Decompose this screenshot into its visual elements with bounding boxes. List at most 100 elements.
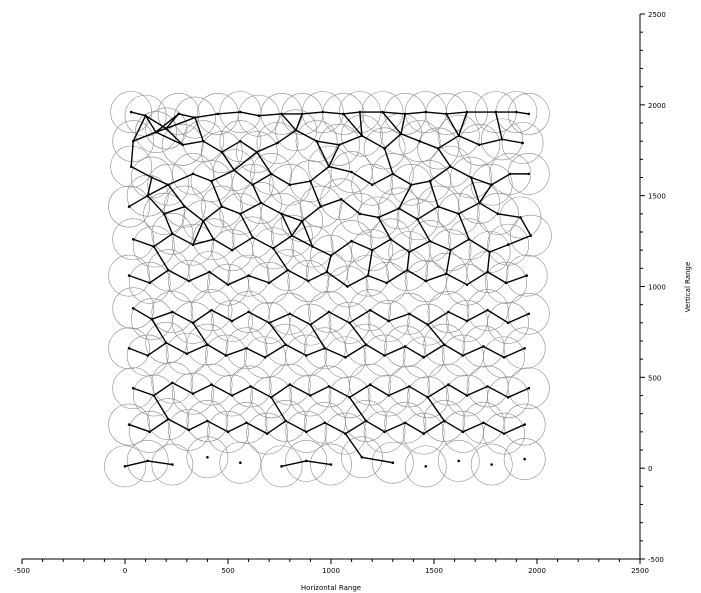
node-point xyxy=(504,281,508,285)
node-point xyxy=(288,383,292,386)
node-point xyxy=(245,346,248,350)
node-link xyxy=(291,220,303,237)
node-range-circle xyxy=(248,261,291,304)
node-link xyxy=(423,344,445,358)
node-link xyxy=(345,344,367,358)
node-point xyxy=(201,219,205,223)
node-point xyxy=(416,217,419,221)
node-link xyxy=(287,269,309,282)
node-point xyxy=(171,381,174,385)
node-link xyxy=(390,238,410,253)
node-link xyxy=(264,344,287,358)
node-range-circle xyxy=(489,152,532,195)
node-point xyxy=(259,201,263,205)
node-point xyxy=(506,396,510,399)
node-range-circle xyxy=(108,403,151,446)
node-range-circle xyxy=(324,336,367,379)
node-link xyxy=(340,198,361,215)
node-link xyxy=(429,180,439,207)
node-point xyxy=(276,141,279,145)
node-range-circle xyxy=(295,120,338,163)
node-link xyxy=(388,313,410,322)
node-point xyxy=(364,419,368,423)
node-point xyxy=(506,321,510,325)
node-link xyxy=(427,311,449,326)
node-link xyxy=(167,173,194,186)
node-range-circle xyxy=(291,225,334,268)
node-range-circle xyxy=(458,182,501,224)
node-point xyxy=(399,132,403,136)
node-point xyxy=(519,216,522,219)
node-link xyxy=(295,113,303,131)
node-link xyxy=(207,420,229,433)
node-point xyxy=(206,419,209,423)
node-link xyxy=(167,269,190,282)
node-range-circle xyxy=(151,212,194,255)
node-range-circle xyxy=(108,254,151,297)
node-point xyxy=(529,234,533,237)
node-range-circle xyxy=(483,336,525,379)
node-range-circle xyxy=(112,120,155,163)
node-link xyxy=(427,324,445,346)
node-link xyxy=(450,165,472,179)
node-link xyxy=(328,165,352,173)
node-point xyxy=(288,312,292,316)
node-link xyxy=(429,240,451,251)
node-point xyxy=(265,432,269,435)
node-link xyxy=(266,420,287,435)
node-point xyxy=(286,268,290,272)
node-range-circle xyxy=(384,401,427,444)
node-range-circle xyxy=(167,409,210,451)
node-links xyxy=(124,111,532,468)
node-point xyxy=(269,172,273,176)
node-range-circle xyxy=(264,400,307,442)
node-range-circle xyxy=(192,218,235,261)
node-link xyxy=(128,423,150,433)
node-point xyxy=(327,385,331,388)
node-link xyxy=(210,180,223,207)
node-range-circle xyxy=(351,163,394,206)
node-link xyxy=(153,382,173,397)
node-link xyxy=(167,184,186,207)
node-link xyxy=(272,235,293,249)
node-link xyxy=(377,217,392,240)
node-link xyxy=(398,207,418,220)
node-point xyxy=(249,385,252,388)
node-range-circle xyxy=(351,229,394,272)
node-point xyxy=(467,237,471,241)
node-point xyxy=(383,354,386,357)
node-point xyxy=(162,212,166,216)
node-point xyxy=(323,421,327,425)
node-point xyxy=(368,308,372,312)
node-link xyxy=(165,342,188,355)
node-link xyxy=(258,113,282,117)
node-point xyxy=(424,465,428,468)
node-link xyxy=(383,148,394,175)
node-point xyxy=(391,172,395,176)
node-link xyxy=(470,177,480,204)
node-range-circle xyxy=(437,114,480,157)
node-link xyxy=(231,311,249,322)
node-link xyxy=(155,113,179,133)
x-tick-label: 500 xyxy=(221,567,234,575)
node-link xyxy=(285,420,307,433)
node-point xyxy=(449,165,452,168)
node-link xyxy=(384,133,402,149)
node-link xyxy=(443,344,464,357)
node-range-circle xyxy=(507,292,550,335)
node-point xyxy=(350,170,353,174)
node-range-circle xyxy=(322,93,365,135)
node-range-circle xyxy=(367,374,410,417)
node-range-circle xyxy=(163,185,206,228)
node-link xyxy=(147,195,165,215)
node-point xyxy=(344,356,347,359)
node-range-circle xyxy=(231,163,274,206)
node-range-circle xyxy=(448,218,490,261)
node-point xyxy=(337,143,341,147)
node-link xyxy=(252,184,262,204)
node-link xyxy=(260,202,282,215)
node-point xyxy=(348,321,351,325)
node-point xyxy=(123,465,127,468)
node-point xyxy=(523,423,526,426)
node-link xyxy=(272,247,289,271)
